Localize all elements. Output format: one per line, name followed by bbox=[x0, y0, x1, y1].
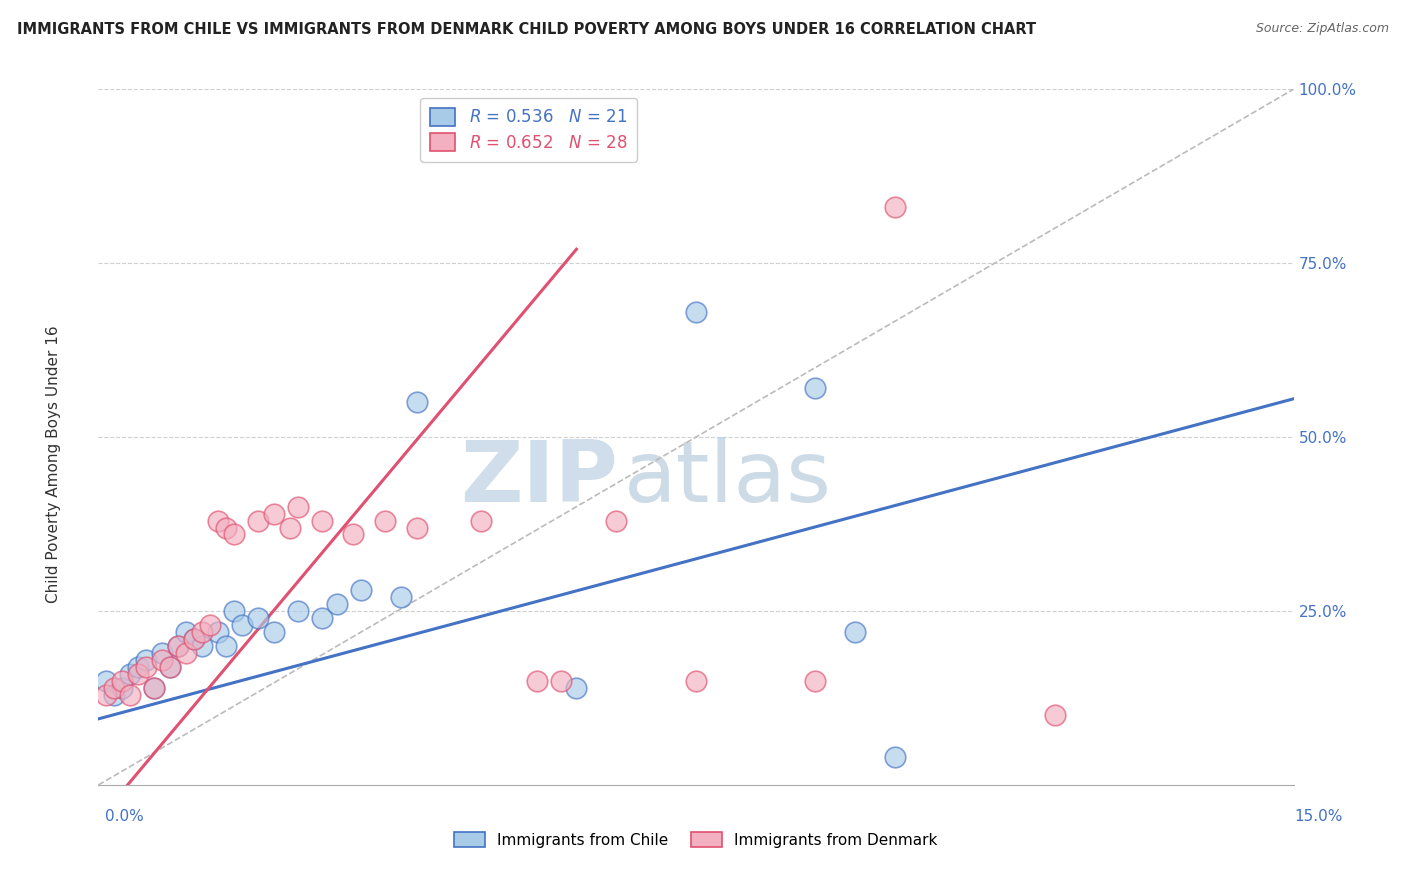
Point bbox=[111, 673, 134, 688]
Point bbox=[804, 381, 827, 395]
Point bbox=[406, 520, 429, 534]
Point bbox=[311, 611, 333, 625]
Point bbox=[191, 639, 214, 653]
Text: Source: ZipAtlas.com: Source: ZipAtlas.com bbox=[1256, 22, 1389, 36]
Point bbox=[198, 618, 221, 632]
Point bbox=[174, 624, 197, 639]
Point bbox=[884, 201, 907, 215]
Point bbox=[605, 514, 627, 528]
Point bbox=[389, 590, 412, 604]
Point bbox=[406, 395, 429, 409]
Point bbox=[96, 688, 118, 702]
Point bbox=[120, 666, 142, 681]
Point bbox=[550, 673, 572, 688]
Point bbox=[231, 618, 253, 632]
Text: 0.0%: 0.0% bbox=[105, 809, 145, 823]
Point bbox=[167, 639, 190, 653]
Point bbox=[804, 673, 827, 688]
Point bbox=[159, 659, 181, 673]
Point bbox=[150, 646, 173, 660]
Point bbox=[526, 673, 548, 688]
Text: IMMIGRANTS FROM CHILE VS IMMIGRANTS FROM DENMARK CHILD POVERTY AMONG BOYS UNDER : IMMIGRANTS FROM CHILE VS IMMIGRANTS FROM… bbox=[17, 22, 1036, 37]
Point bbox=[127, 659, 149, 673]
Point bbox=[263, 624, 285, 639]
Point bbox=[222, 604, 245, 618]
Point bbox=[111, 681, 134, 695]
Text: ZIP: ZIP bbox=[461, 437, 619, 520]
Point bbox=[565, 681, 588, 695]
Point bbox=[287, 500, 309, 514]
Point bbox=[263, 507, 285, 521]
Text: Child Poverty Among Boys Under 16: Child Poverty Among Boys Under 16 bbox=[46, 325, 60, 603]
Point bbox=[215, 639, 238, 653]
Point bbox=[1043, 708, 1066, 723]
Point bbox=[278, 520, 301, 534]
Point bbox=[246, 611, 269, 625]
Point bbox=[191, 624, 214, 639]
Point bbox=[342, 527, 364, 541]
Point bbox=[311, 514, 333, 528]
Point bbox=[207, 514, 229, 528]
Point bbox=[183, 632, 205, 646]
Point bbox=[96, 673, 118, 688]
Point bbox=[287, 604, 309, 618]
Point bbox=[150, 653, 173, 667]
Point bbox=[350, 583, 373, 598]
Point bbox=[135, 653, 157, 667]
Point bbox=[222, 527, 245, 541]
Point bbox=[183, 632, 205, 646]
Point bbox=[246, 514, 269, 528]
Point bbox=[685, 673, 707, 688]
Point bbox=[143, 681, 166, 695]
Point bbox=[215, 520, 238, 534]
Point bbox=[120, 688, 142, 702]
Point bbox=[685, 305, 707, 319]
Point bbox=[326, 597, 349, 611]
Point bbox=[470, 514, 492, 528]
Point bbox=[174, 646, 197, 660]
Point bbox=[135, 659, 157, 673]
Point bbox=[207, 624, 229, 639]
Point bbox=[844, 624, 866, 639]
Point bbox=[127, 666, 149, 681]
Point bbox=[143, 681, 166, 695]
Point bbox=[103, 688, 125, 702]
Point bbox=[374, 514, 396, 528]
Text: 15.0%: 15.0% bbox=[1295, 809, 1343, 823]
Point bbox=[167, 639, 190, 653]
Legend: Immigrants from Chile, Immigrants from Denmark: Immigrants from Chile, Immigrants from D… bbox=[449, 826, 943, 854]
Point bbox=[884, 750, 907, 764]
Point bbox=[103, 681, 125, 695]
Text: atlas: atlas bbox=[624, 437, 832, 520]
Point bbox=[159, 659, 181, 673]
